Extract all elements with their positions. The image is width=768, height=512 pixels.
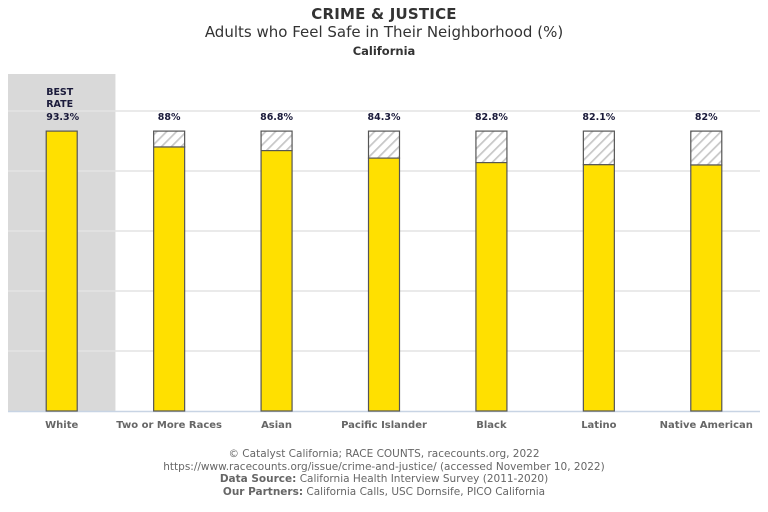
bar-value	[367, 157, 401, 412]
chart-subtitle: California	[352, 44, 416, 58]
x-tick-label: Black	[476, 420, 507, 431]
bar-asian	[260, 130, 293, 412]
chart-credits: © Catalyst California; RACE COUNTS, race…	[0, 448, 768, 498]
value-label: 88%	[158, 112, 181, 123]
bar-black	[475, 130, 508, 412]
x-tick-label: Asian	[261, 420, 292, 431]
bar-latino	[582, 130, 615, 412]
gap-to-best	[582, 130, 615, 166]
chart-title: Adults who Feel Safe in Their Neighborho…	[204, 23, 564, 41]
best-rate-label: RATE	[46, 99, 73, 110]
value-label: 84.3%	[368, 112, 401, 123]
x-tick-label: Latino	[581, 420, 616, 431]
data-source-line: Data Source: California Health Interview…	[219, 473, 549, 485]
gap-to-best	[260, 130, 293, 152]
source-url: https://www.racecounts.org/issue/crime-a…	[163, 460, 605, 473]
gap-to-best	[153, 130, 186, 148]
bar-value	[690, 164, 723, 412]
x-tick-label: White	[45, 420, 78, 431]
x-tick-label: Pacific Islander	[341, 420, 427, 431]
gap-to-best	[690, 130, 723, 166]
partners-line: Our Partners: California Calls, USC Dorn…	[222, 485, 546, 498]
bar-value	[153, 146, 186, 412]
value-label: 86.8%	[260, 112, 293, 123]
value-label: 82.1%	[582, 112, 615, 123]
value-label: 82.8%	[475, 112, 508, 123]
chart-category: CRIME & JUSTICE	[311, 5, 457, 23]
gap-to-best	[475, 130, 508, 164]
best-rate-label: BEST	[46, 87, 74, 98]
value-label: 93.3%	[46, 112, 79, 123]
x-tick-label: Two or More Races	[116, 420, 222, 431]
x-tick-label: Native American	[660, 420, 753, 431]
bar-value	[582, 164, 615, 412]
bar-two-or-more-races	[153, 130, 186, 412]
bar-native-american	[690, 130, 723, 412]
bar-white	[45, 130, 78, 412]
bar-value	[260, 150, 293, 412]
copyright-line: © Catalyst California; RACE COUNTS, race…	[228, 448, 540, 460]
bar-value	[475, 162, 508, 412]
bar-value	[45, 130, 78, 412]
value-label: 82%	[695, 112, 718, 123]
bar-pacific-islander	[367, 130, 401, 412]
gap-to-best	[367, 130, 401, 159]
